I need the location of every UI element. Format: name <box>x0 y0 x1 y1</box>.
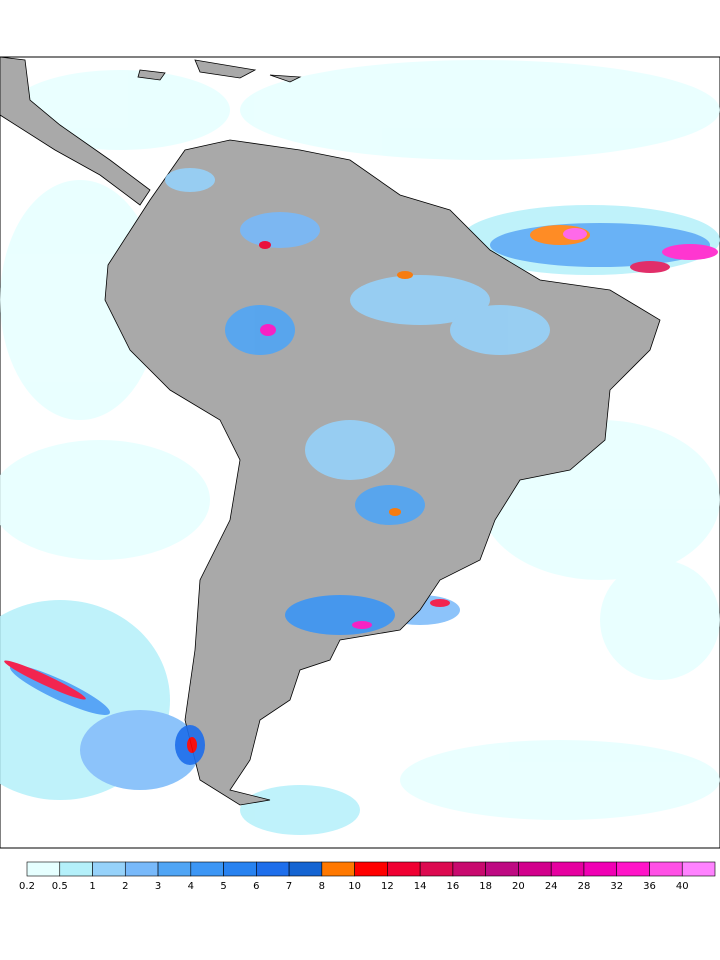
colorbar-swatch <box>583 861 618 877</box>
colorbar-label: 6 <box>253 881 259 892</box>
colorbar-label: 28 <box>578 881 591 892</box>
colorbar-label: 5 <box>220 881 226 892</box>
colorbar-swatch <box>157 861 192 877</box>
caribbean-islands <box>137 59 302 83</box>
colorbar-swatch <box>354 861 388 877</box>
land <box>0 56 661 806</box>
colorbar-swatch <box>288 861 323 877</box>
colorbar-swatch <box>419 861 454 877</box>
colorbar-swatch <box>223 861 257 877</box>
colorbar-label: 4 <box>188 881 194 892</box>
map <box>0 56 720 849</box>
colorbar-swatch <box>485 861 519 877</box>
colorbar-label: 12 <box>381 881 394 892</box>
colorbar-swatch <box>124 861 159 877</box>
colorbar-swatch <box>616 861 650 877</box>
colorbar-swatch <box>190 861 224 877</box>
colorbar-swatch <box>550 861 585 877</box>
colorbar-label: 16 <box>447 881 460 892</box>
colorbar-label: 40 <box>676 881 689 892</box>
colorbar-label: 2 <box>122 881 128 892</box>
colorbar-label: 20 <box>512 881 525 892</box>
colorbar-label: 8 <box>319 881 325 892</box>
colorbar-label: 18 <box>479 881 492 892</box>
colorbar-swatch <box>518 861 552 877</box>
colorbar-label: 24 <box>545 881 558 892</box>
colorbar-swatch <box>649 861 683 877</box>
land-precipitation <box>165 168 550 765</box>
colorbar-label: 3 <box>155 881 161 892</box>
colorbar-label: 36 <box>643 881 656 892</box>
colorbar-label: 32 <box>610 881 623 892</box>
colorbar-swatch <box>26 861 61 877</box>
colorbar-swatch <box>681 861 716 877</box>
south-america <box>104 139 661 806</box>
colorbar-swatch <box>256 861 290 877</box>
colorbar-swatch <box>321 861 355 877</box>
colorbar-label: 7 <box>286 881 292 892</box>
colorbar-swatch <box>387 861 421 877</box>
colorbar-swatch <box>92 861 126 877</box>
colorbar: 0.2 0.5 1 2 3 4 5 6 7 8 10 12 14 16 18 20 24 28 32 36 40 <box>19 861 716 892</box>
central-america <box>0 56 151 206</box>
colorbar-label: 1 <box>89 881 95 892</box>
colorbar-swatch <box>59 861 93 877</box>
colorbar-label: 10 <box>348 881 361 892</box>
colorbar-label: 0.2 <box>19 881 35 892</box>
colorbar-swatch <box>452 861 486 877</box>
colorbar-label: 0.5 <box>52 881 68 892</box>
colorbar-label: 14 <box>414 881 427 892</box>
